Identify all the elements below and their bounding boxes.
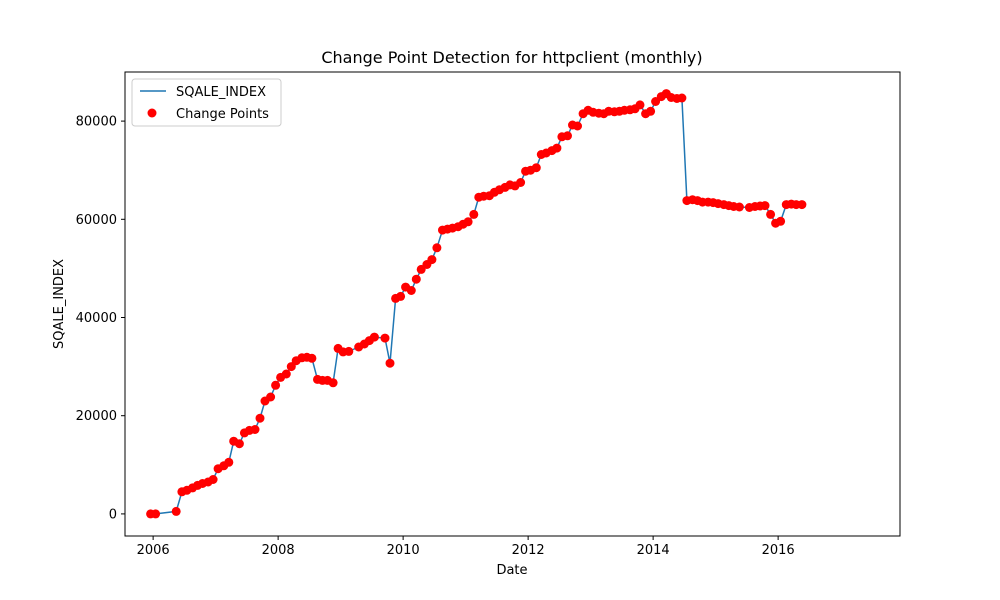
change-point (255, 413, 265, 423)
change-point (396, 291, 406, 301)
legend-marker-swatch (147, 108, 157, 118)
change-point (271, 380, 281, 390)
change-point (463, 217, 473, 227)
change-point (344, 346, 354, 356)
y-tick-label: 60000 (76, 213, 117, 228)
y-tick-label: 80000 (76, 115, 117, 130)
change-point (635, 100, 645, 110)
change-point (552, 143, 562, 153)
change-point (307, 353, 317, 363)
change-point (563, 131, 572, 141)
x-axis: 2006 2008 2010 2012 2014 2016 (137, 536, 795, 558)
change-point (797, 200, 807, 210)
change-point (766, 209, 776, 219)
change-point (646, 106, 656, 116)
change-point (760, 201, 770, 211)
change-point (516, 178, 526, 187)
change-point (224, 457, 234, 467)
y-axis-label: SQALE_INDEX (52, 259, 67, 349)
points-layer (146, 89, 807, 519)
plot-background (125, 72, 900, 536)
change-point (369, 332, 379, 342)
legend: SQALE_INDEX Change Points (131, 78, 282, 127)
y-axis: 0 20000 40000 60000 80000 (76, 115, 125, 522)
change-point (406, 286, 416, 295)
change-point (411, 274, 421, 284)
change-point (432, 243, 442, 253)
change-point (171, 506, 181, 516)
change-point (776, 216, 786, 226)
x-tick-label: 2012 (512, 543, 545, 558)
change-point (250, 425, 260, 434)
x-tick-label: 2008 (262, 543, 295, 558)
x-tick-label: 2006 (137, 543, 170, 558)
legend-entry-sqale-index: SQALE_INDEX (176, 85, 266, 100)
y-tick-label: 20000 (76, 409, 117, 424)
x-axis-label: Date (496, 563, 527, 578)
change-point (385, 358, 395, 368)
change-point (469, 209, 479, 219)
change-point (266, 392, 276, 402)
change-point (281, 369, 291, 379)
change-point (734, 202, 744, 212)
x-tick-label: 2010 (387, 543, 420, 558)
x-tick-label: 2014 (637, 543, 670, 558)
change-point (677, 93, 687, 103)
change-point (234, 439, 244, 449)
plot-frame (124, 71, 901, 537)
legend-entry-change-points: Change Points (176, 107, 269, 122)
change-point (151, 509, 161, 519)
change-point (286, 362, 296, 372)
chart-title: Change Point Detection for httpclient (m… (321, 48, 702, 67)
change-point (427, 255, 437, 265)
x-tick-label: 2016 (762, 543, 795, 558)
change-point (531, 163, 541, 173)
legend-box (131, 78, 282, 127)
change-point (328, 378, 338, 388)
change-point (208, 475, 218, 484)
y-tick-label: 40000 (76, 311, 117, 326)
change-point (380, 333, 390, 343)
y-tick-label: 0 (109, 507, 117, 522)
change-point (573, 121, 582, 131)
